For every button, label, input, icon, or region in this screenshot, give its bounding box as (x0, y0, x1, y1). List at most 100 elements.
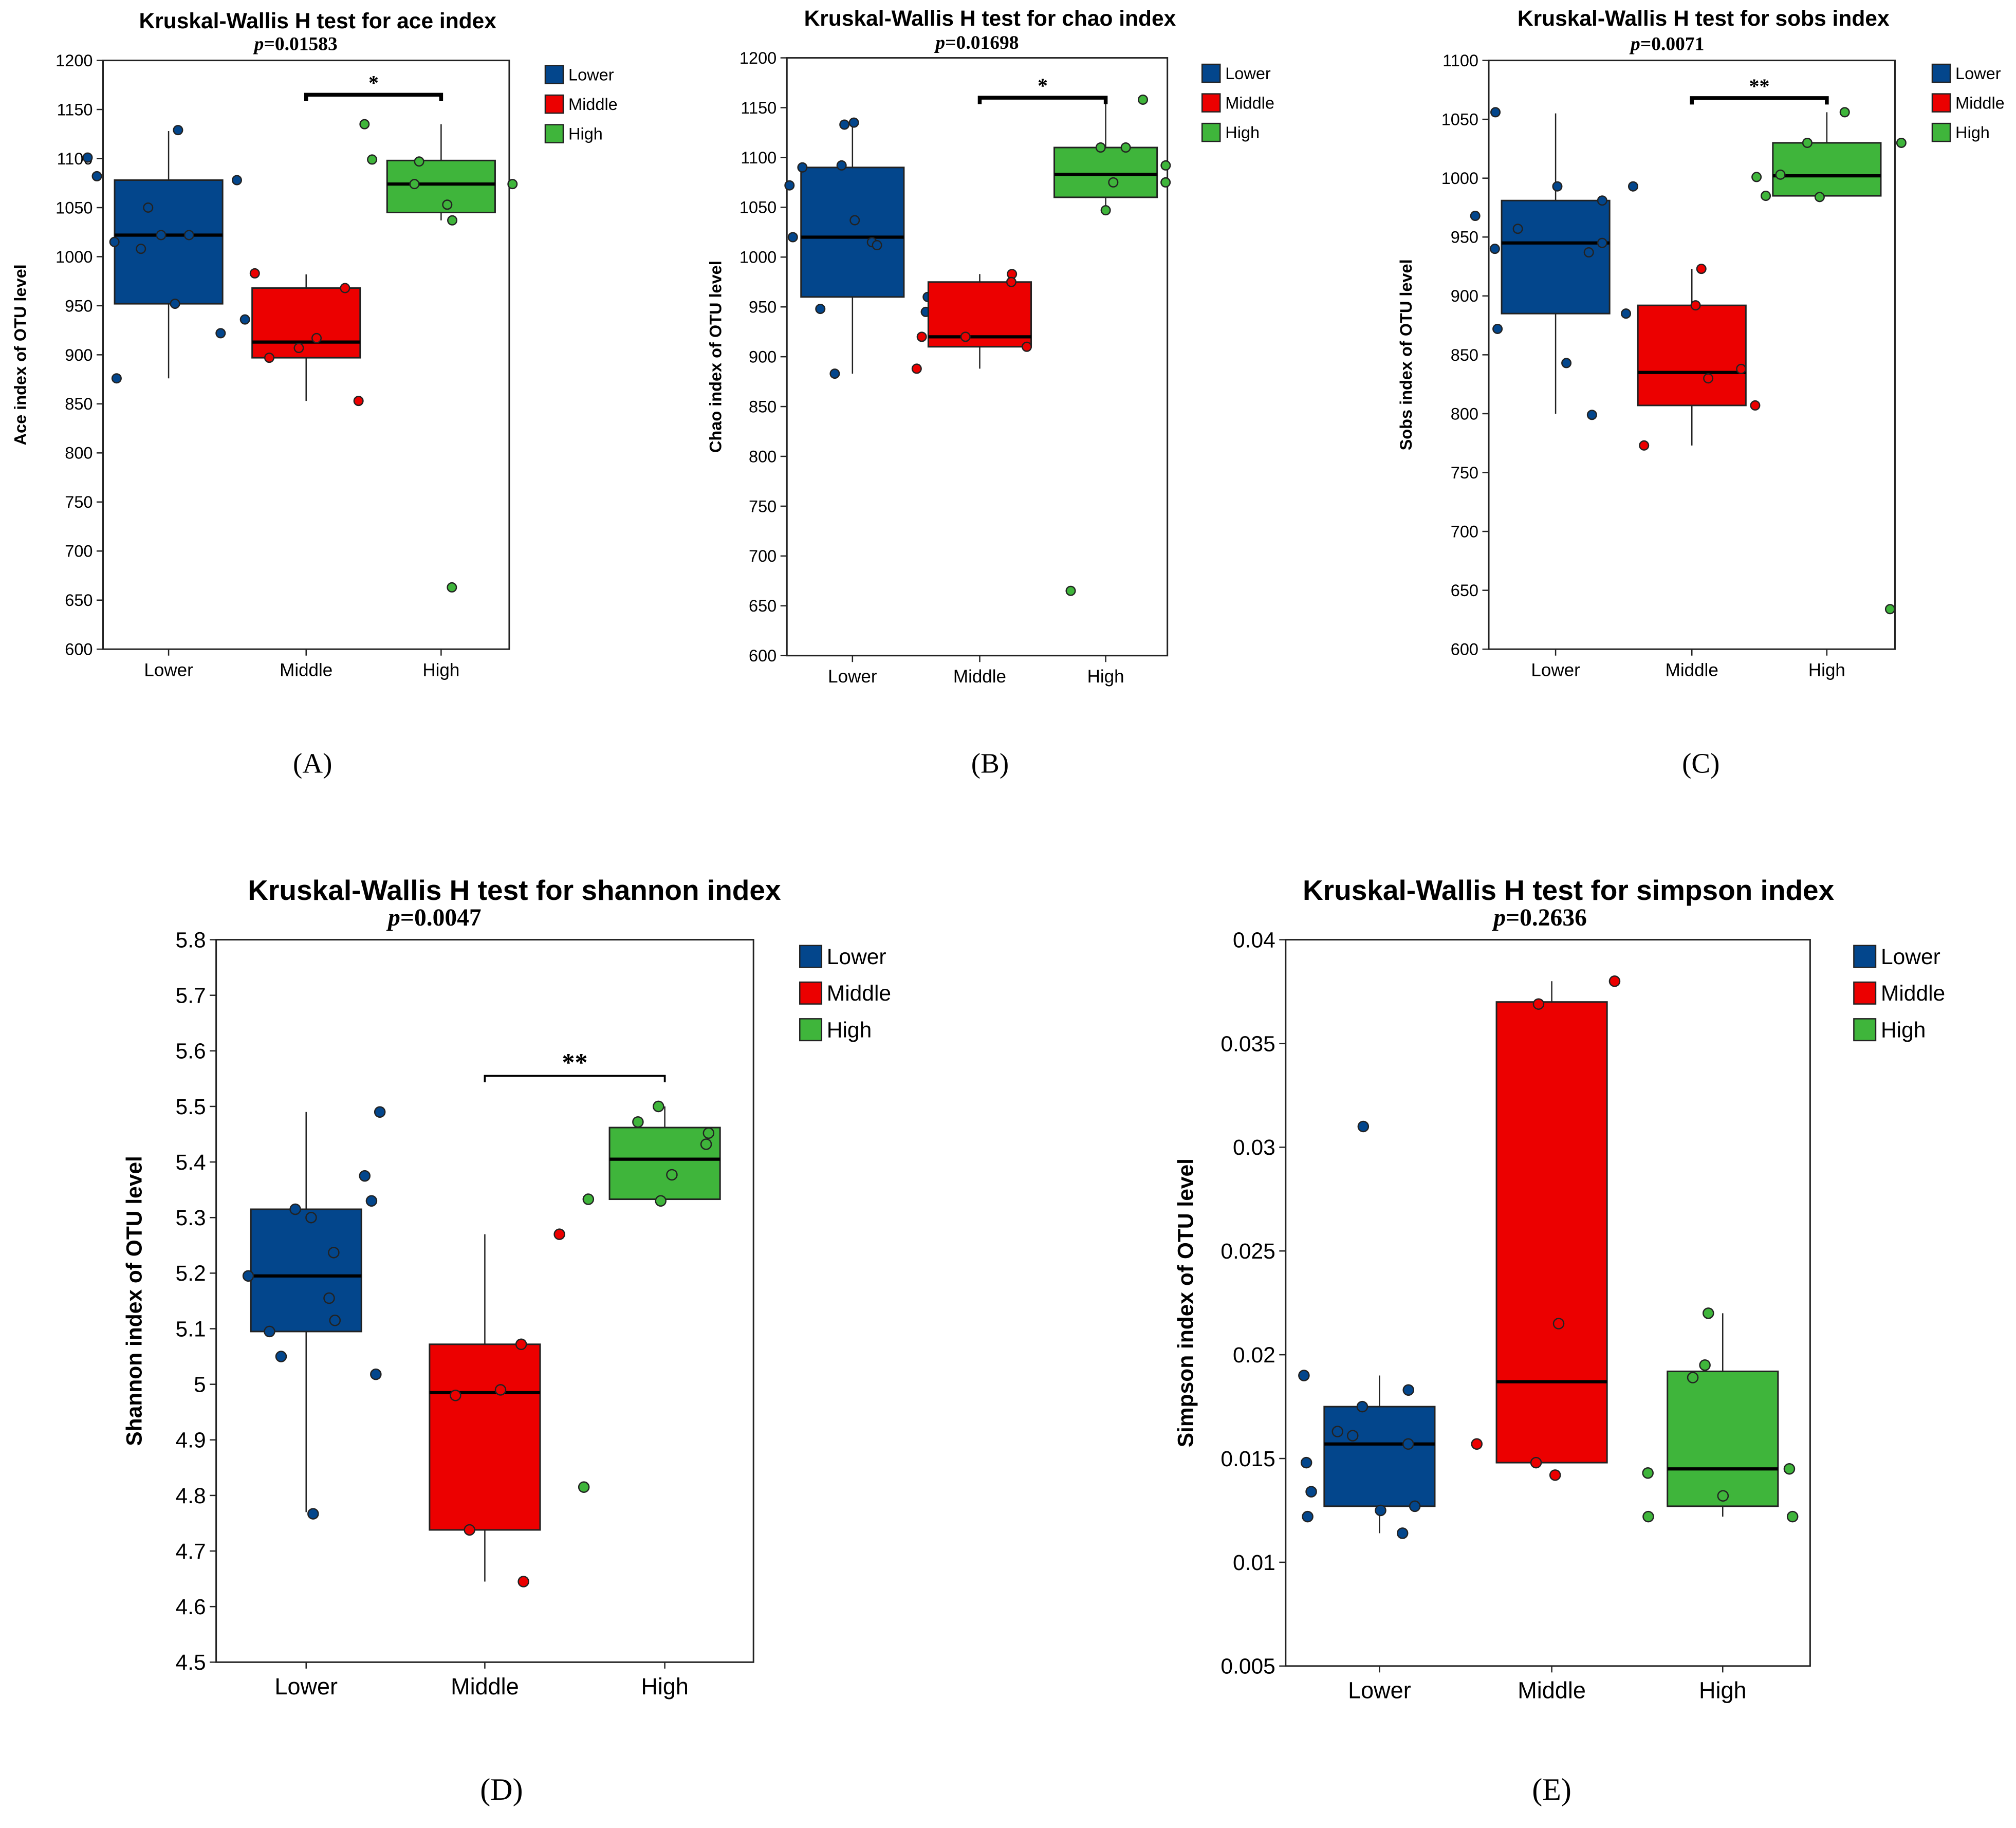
y-tick-label: 850 (749, 397, 776, 416)
box-high (1751, 107, 1907, 615)
data-point (1884, 604, 1895, 615)
box-iqr (114, 179, 224, 305)
data-point (848, 117, 859, 128)
legend-swatch-high (1853, 1018, 1877, 1042)
box-iqr (1667, 1370, 1779, 1507)
x-tick-label: Middle (1518, 1677, 1586, 1703)
box-middle (429, 1228, 565, 1587)
data-point (911, 363, 922, 374)
data-point (409, 179, 420, 190)
data-point (702, 1127, 715, 1139)
data-point (365, 1195, 378, 1207)
p-symbol: p (1491, 904, 1506, 931)
x-tick-label: Lower (1348, 1677, 1411, 1703)
data-point (1586, 410, 1597, 420)
box-iqr (251, 287, 361, 359)
legend-label: Middle (1955, 94, 2005, 112)
y-tick-label: 600 (1451, 640, 1478, 659)
y-tick-label: 800 (749, 447, 776, 466)
data-point (1402, 1384, 1414, 1396)
box-lower (82, 125, 250, 384)
data-point (305, 1211, 317, 1224)
y-tick-label: 1000 (56, 248, 93, 266)
y-tick-label: 0.01 (1233, 1551, 1275, 1575)
data-point (1396, 1527, 1409, 1539)
data-point (1120, 142, 1131, 153)
y-tick-label: 1200 (739, 49, 776, 67)
significance-bracket (977, 96, 1108, 104)
plot-frame (1285, 939, 1811, 1667)
data-point (82, 152, 93, 163)
y-tick-label: 0.04 (1233, 928, 1275, 952)
data-point (1490, 107, 1501, 118)
panel-label: (E) (1532, 1772, 1571, 1806)
y-tick-label: 950 (65, 297, 93, 315)
data-point (700, 1138, 712, 1150)
y-tick-label: 4.9 (176, 1429, 206, 1453)
legend-swatch-high (1931, 122, 1951, 142)
data-point (1346, 1430, 1359, 1442)
data-point (1375, 1504, 1386, 1517)
data-point (353, 396, 364, 407)
y-tick-label: 1150 (741, 99, 776, 117)
data-point (1138, 94, 1149, 105)
significance-label: * (368, 71, 379, 94)
legend-label: High (568, 125, 603, 143)
data-point (307, 1508, 319, 1520)
data-point (872, 240, 882, 251)
data-point (1512, 224, 1523, 234)
data-point (1783, 1463, 1796, 1475)
panel-C: Kruskal-Wallis H test for sobs index p=0.… (1397, 7, 2005, 779)
legend-label: High (827, 1019, 872, 1043)
data-point (293, 343, 304, 354)
legend-swatch-middle (1201, 93, 1221, 113)
chart-title: Kruskal-Wallis H test for ace index (139, 9, 497, 33)
box-high (1053, 94, 1171, 596)
box-iqr (1495, 1001, 1608, 1464)
y-tick-label: 4.6 (176, 1595, 206, 1619)
data-point (1305, 1486, 1317, 1498)
data-point (1331, 1426, 1344, 1437)
data-point (464, 1524, 475, 1536)
legend-label: Lower (1881, 945, 1940, 969)
y-tick-label: 1100 (1442, 51, 1478, 70)
y-tick-label: 5 (194, 1373, 206, 1397)
x-tick-label: High (1699, 1677, 1747, 1703)
y-tick-label: 800 (1451, 404, 1478, 423)
data-point (582, 1193, 595, 1205)
y-tick-label: 750 (1451, 464, 1478, 482)
box-high (359, 119, 518, 593)
p-value-label: p=0.0071 (1629, 34, 1704, 55)
data-point (849, 215, 860, 226)
legend-label: High (1225, 123, 1260, 142)
data-point (1597, 195, 1607, 206)
data-point (370, 1368, 382, 1380)
data-point (340, 283, 350, 293)
significance-bracket (304, 93, 443, 101)
p-value: =0.01698 (945, 32, 1019, 53)
data-point (1802, 137, 1812, 148)
x-tick-label: Middle (1666, 660, 1718, 680)
data-point (1160, 160, 1171, 171)
panel-label: (C) (1682, 747, 1719, 779)
p-value-label: p=0.01698 (934, 32, 1019, 53)
data-point (450, 1390, 461, 1401)
box-iqr (429, 1343, 541, 1531)
data-point (1786, 1510, 1799, 1523)
legend-label: Lower (568, 65, 614, 84)
p-value-label: p=0.01583 (253, 34, 338, 55)
data-point (264, 1325, 275, 1338)
legend-swatch-high (1201, 122, 1221, 142)
legend-label: Lower (1225, 64, 1271, 83)
y-tick-label: 650 (1451, 581, 1478, 600)
y-tick-label: 1100 (741, 149, 776, 167)
data-point (1736, 363, 1747, 374)
y-axis-label: Shannon index of OTU level (123, 1156, 147, 1446)
legend-swatch-lower (544, 65, 564, 84)
data-point (359, 119, 370, 130)
data-point (328, 1247, 340, 1259)
panel-B: Kruskal-Wallis H test for chao indexp=0.… (707, 7, 1274, 779)
box-iqr (1323, 1406, 1436, 1507)
significance-bracket (484, 1075, 666, 1082)
